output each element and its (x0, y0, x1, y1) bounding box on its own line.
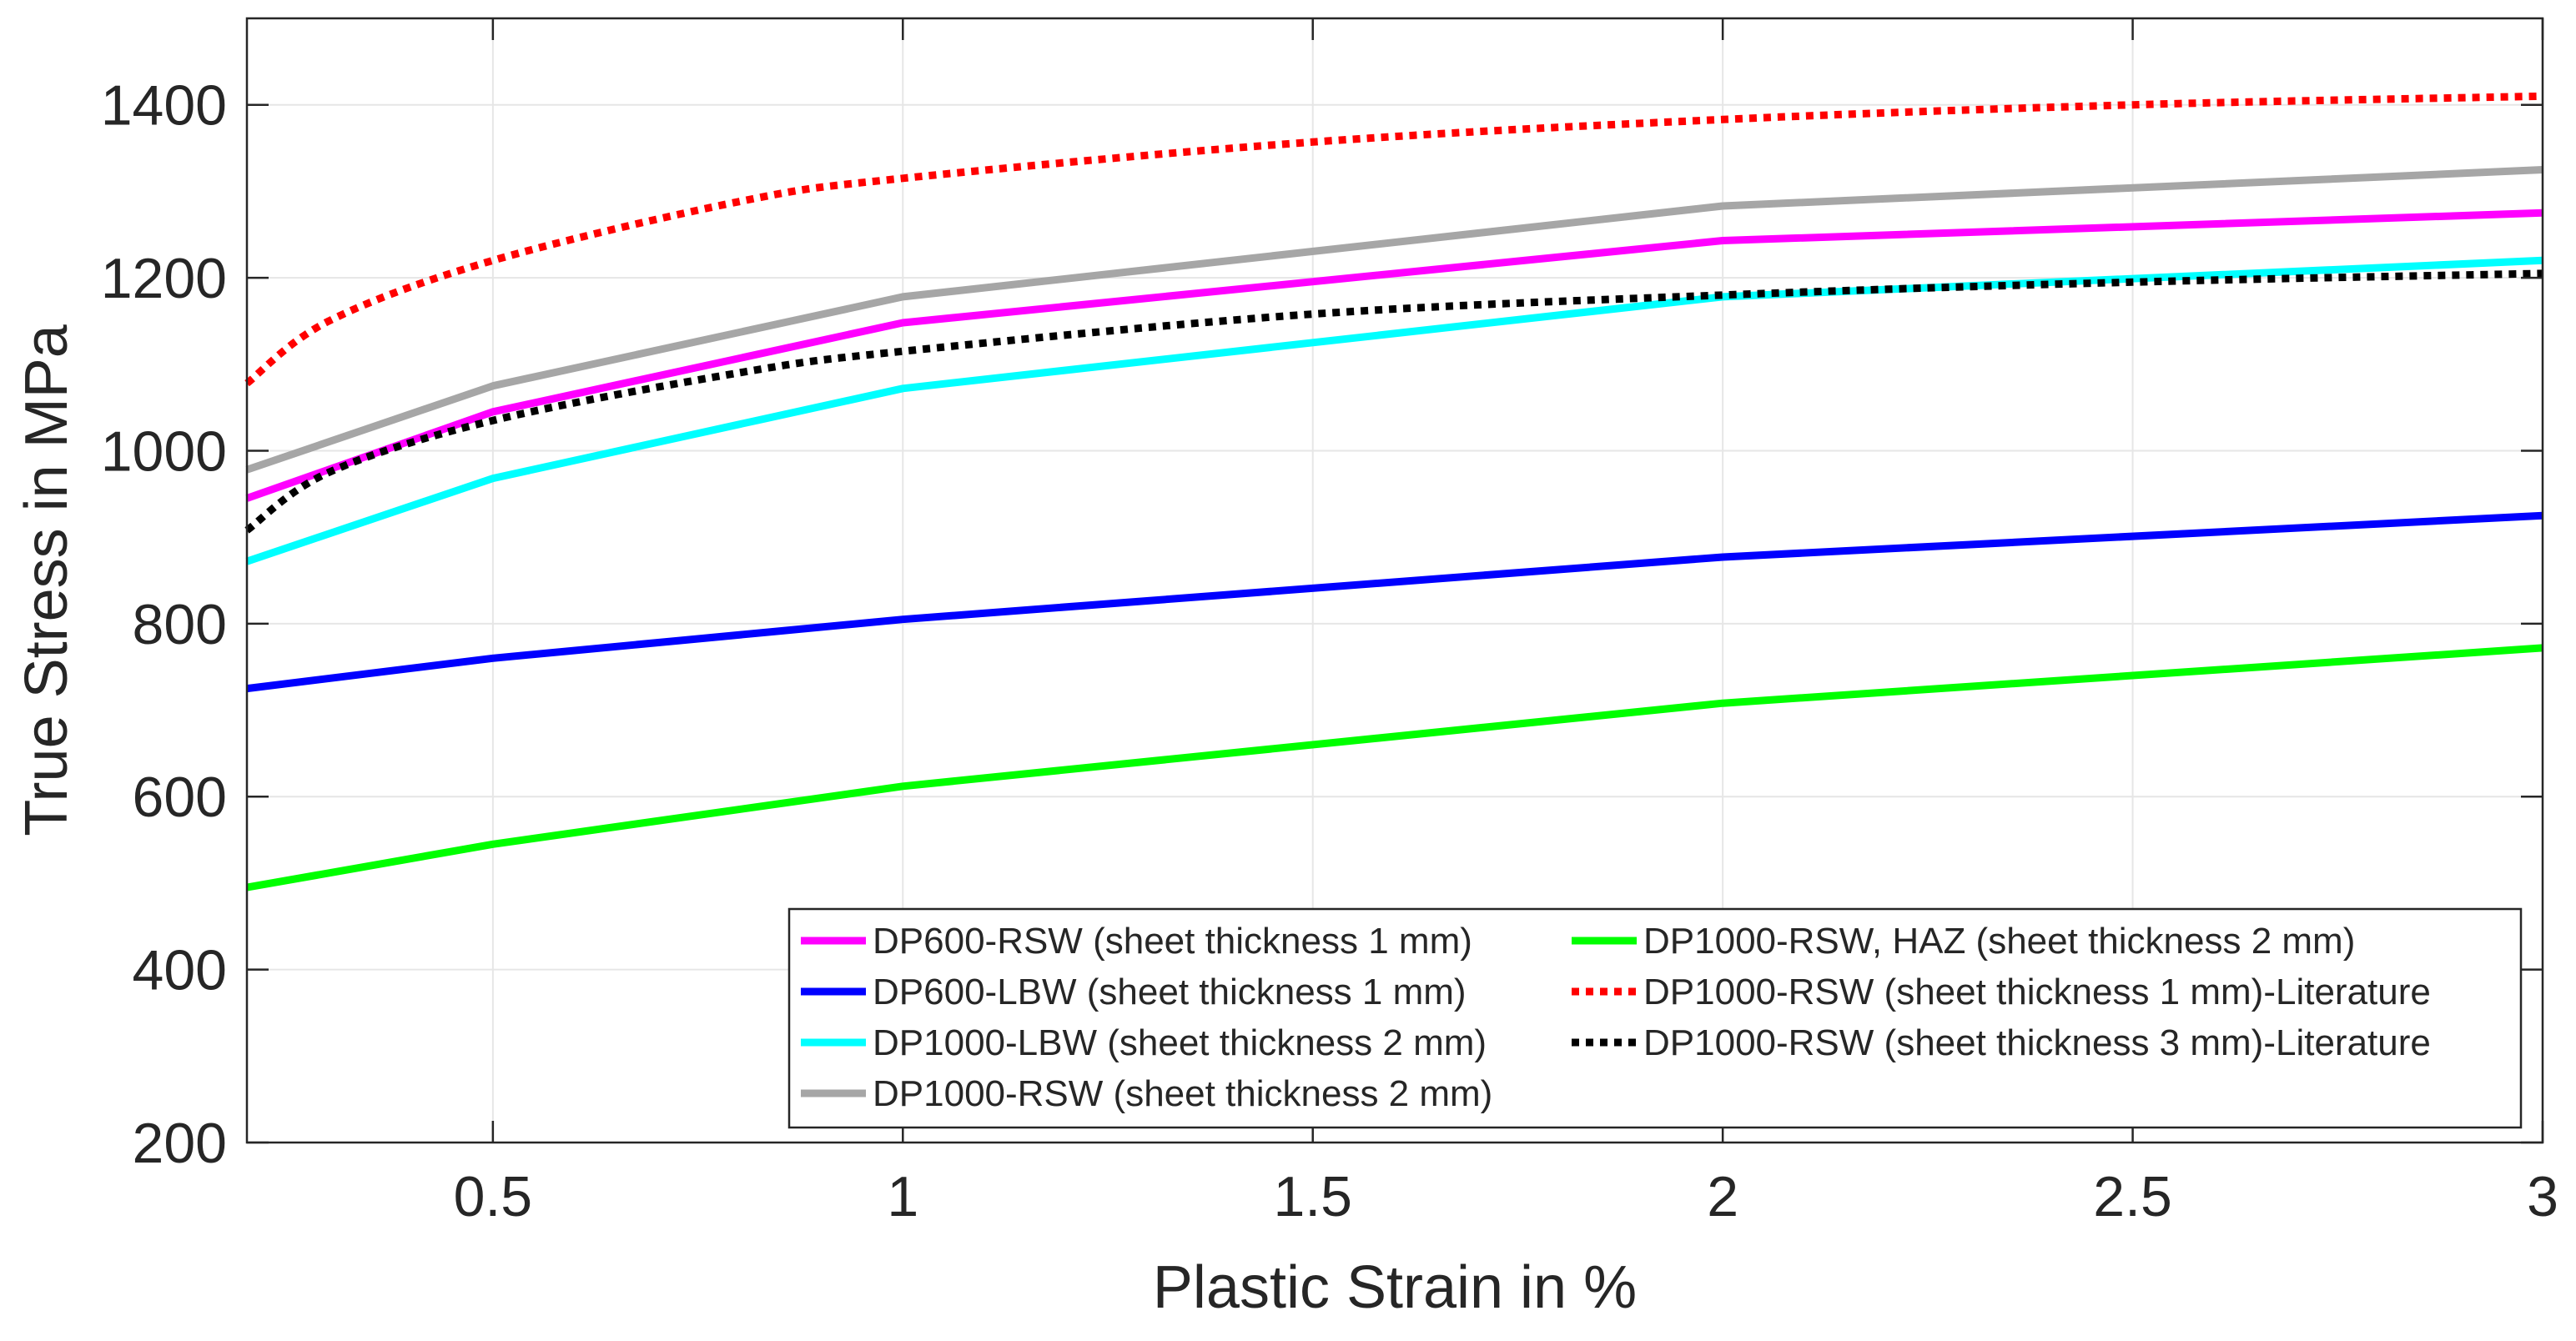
legend-label: DP1000-RSW (sheet thickness 1 mm)-Litera… (1643, 972, 2431, 1012)
axis-ticks: 0.5 1 1.5 2 2.5 3 200 400 600 800 1000 1200 1400 (101, 18, 2558, 1228)
y-tick-label: 600 (133, 766, 227, 829)
series-line-7 (244, 269, 2543, 534)
legend: DP600-RSW (sheet thickness 1 mm) DP600-LB… (787, 907, 2523, 1129)
legend-label: DP1000-RSW (sheet thickness 2 mm) (873, 1073, 1492, 1114)
y-tick-label: 800 (133, 593, 227, 656)
legend-label: DP1000-RSW, HAZ (sheet thickness 2 mm) (1643, 921, 2355, 962)
series-line-5 (246, 644, 2543, 891)
y-axis-label: True Stress in MPa (13, 324, 80, 836)
plot-area-frame (245, 17, 2544, 1144)
x-axis-label: Plastic Strain in % (1153, 1254, 1637, 1321)
legend-label: DP1000-LBW (sheet thickness 2 mm) (873, 1022, 1487, 1063)
legend-label: DP1000-RSW (sheet thickness 3 mm)-Litera… (1643, 1022, 2431, 1063)
legend-box (787, 907, 2523, 1129)
x-tick-label: 2 (1707, 1165, 1738, 1228)
y-tick-label: 200 (133, 1112, 227, 1175)
series-line-4 (245, 166, 2543, 474)
legend-label: DP600-RSW (sheet thickness 1 mm) (873, 921, 1472, 962)
x-tick-label: 0.5 (454, 1165, 533, 1228)
x-tick-label: 2.5 (2093, 1165, 2172, 1228)
series-line-3 (245, 256, 2543, 565)
x-tick-label: 1.5 (1273, 1165, 1352, 1228)
y-tick-label: 1400 (101, 74, 227, 138)
series-line-2 (246, 511, 2543, 693)
series-lines (244, 92, 2543, 891)
x-tick-label: 1 (887, 1165, 918, 1228)
y-tick-label: 1200 (101, 247, 227, 310)
x-tick-label: 3 (2527, 1165, 2558, 1228)
legend-label: DP600-LBW (sheet thickness 1 mm) (873, 972, 1467, 1012)
y-tick-label: 400 (133, 939, 227, 1002)
series-line-6 (244, 92, 2543, 387)
y-tick-label: 1000 (101, 419, 227, 483)
